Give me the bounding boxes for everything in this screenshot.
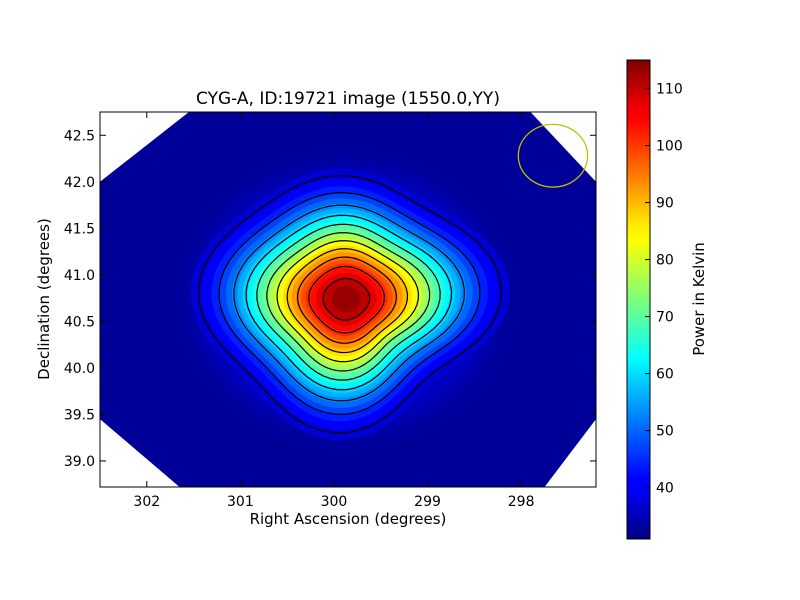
contour-line (198, 175, 502, 434)
x-tick-label: 302 (133, 494, 160, 510)
x-tick-label: 300 (321, 494, 348, 510)
y-axis-ticks: 39.0 39.5 40.0 40.5 41.0 41.5 42.0 42.5 (64, 128, 596, 470)
contour-line (322, 277, 371, 321)
plot-area (100, 112, 596, 487)
colorbar-tick-label: 40 (656, 481, 674, 497)
colorbar-ticks: 40 50 60 70 80 90 100 110 (645, 82, 683, 497)
y-tick-label: 41.5 (64, 221, 95, 237)
y-tick-label: 42.0 (64, 175, 95, 191)
x-tick-label: 299 (414, 494, 441, 510)
contour-lines (198, 175, 502, 434)
chart-title: CYG-A, ID:19721 image (1550.0,YY) (196, 89, 500, 109)
y-tick-label: 40.0 (64, 361, 95, 377)
x-tick-label: 301 (227, 494, 254, 510)
contour-line (297, 256, 397, 344)
y-tick-label: 40.5 (64, 314, 95, 330)
colorbar-tick-label: 60 (656, 367, 674, 383)
colorbar-tick-label: 80 (656, 253, 674, 269)
colorbar-tick-label: 50 (656, 424, 674, 440)
colorbar-tick-label: 110 (656, 82, 683, 98)
x-tick-label: 298 (508, 494, 535, 510)
plot-frame (99, 111, 597, 488)
y-tick-label: 41.0 (64, 268, 95, 284)
contour-line (256, 223, 441, 381)
contour-line (218, 192, 481, 415)
y-axis-label: Declination (degrees) (35, 218, 53, 380)
beam-circle (517, 123, 589, 188)
contour-line (233, 204, 465, 402)
heatmap-band (331, 286, 361, 313)
contour-line (308, 265, 385, 334)
contour-line (245, 214, 453, 391)
x-axis-label: Right Ascension (degrees) (250, 510, 447, 528)
y-tick-label: 42.5 (64, 128, 95, 144)
y-tick-label: 39.0 (64, 454, 95, 470)
colorbar-tick-label: 70 (656, 310, 674, 326)
x-axis-ticks: 302 301 300 299 298 (133, 112, 534, 510)
contour-line (266, 232, 431, 372)
colorbar (626, 59, 651, 540)
colorbar-label: Power in Kelvin (690, 242, 708, 356)
contour-line (276, 240, 420, 363)
y-tick-label: 39.5 (64, 407, 95, 423)
contour-line (286, 248, 409, 354)
beam-circle-layer (517, 123, 589, 188)
colorbar-tick-label: 100 (656, 139, 683, 155)
colorbar-tick-label: 90 (656, 196, 674, 212)
